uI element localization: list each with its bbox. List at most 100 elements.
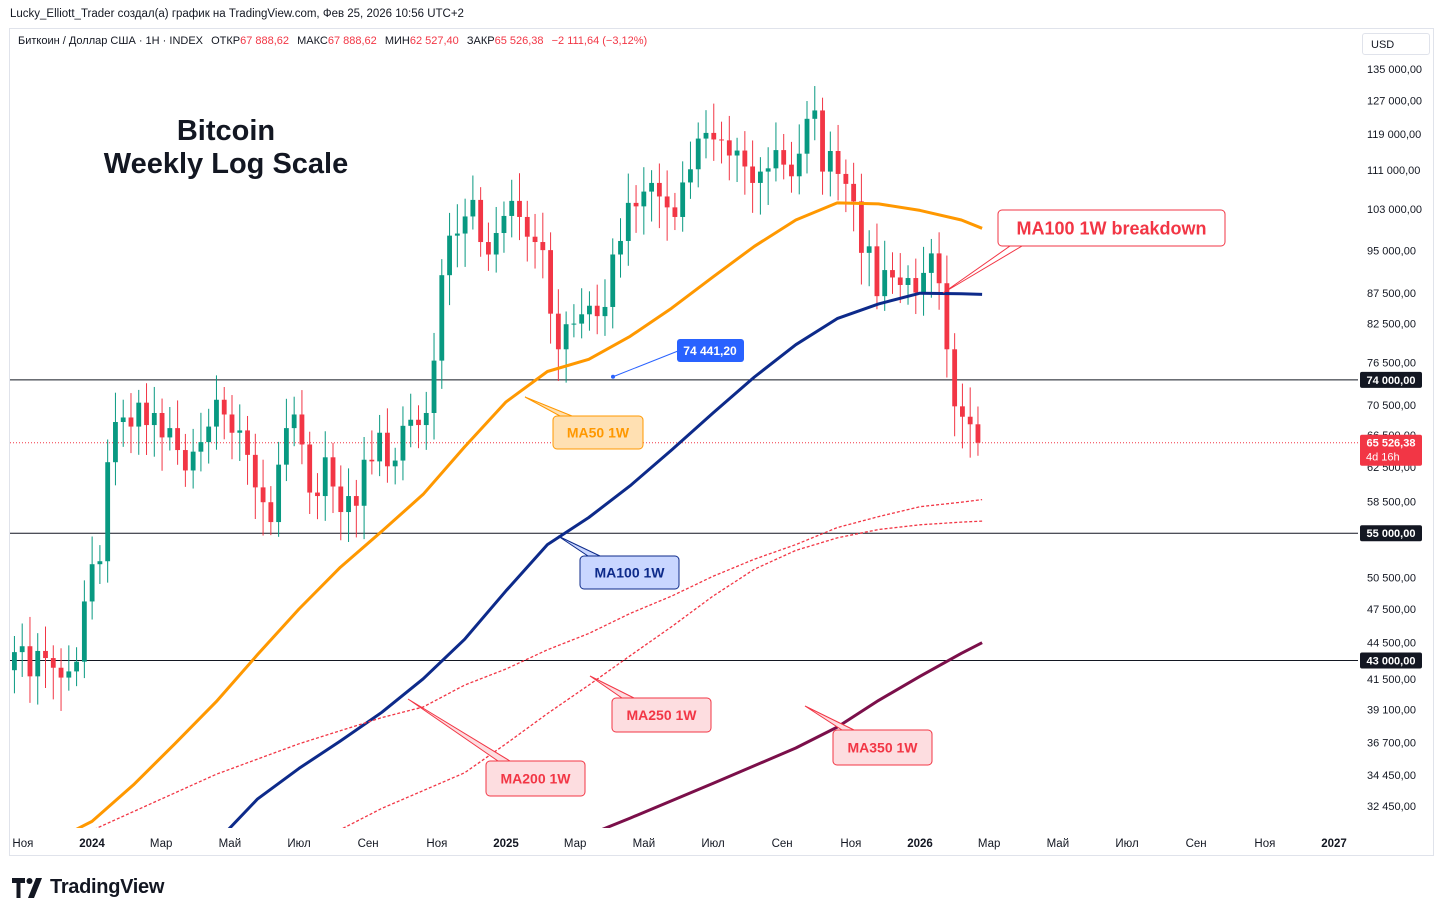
candle-body bbox=[734, 150, 740, 156]
candle-body bbox=[827, 150, 833, 172]
candle-body bbox=[656, 182, 662, 197]
low-value: 62 527,40 bbox=[409, 35, 459, 47]
annotation-text: MA350 1W bbox=[847, 740, 918, 756]
price-callout-text: 74 441,20 bbox=[683, 344, 737, 358]
candle bbox=[734, 137, 740, 183]
change-value: −2 111,64 (−3,12%) bbox=[551, 35, 648, 47]
candle-body bbox=[66, 671, 72, 678]
annotation-pointer bbox=[524, 396, 573, 417]
plot-area bbox=[4, 86, 1358, 828]
candle bbox=[742, 131, 748, 195]
time-tick-label: Мар bbox=[978, 838, 1001, 850]
close-label: ЗАКР bbox=[466, 35, 495, 47]
candle bbox=[555, 289, 561, 381]
candle bbox=[384, 408, 390, 483]
candle bbox=[128, 393, 134, 454]
candle-body bbox=[27, 646, 33, 677]
candle bbox=[338, 465, 344, 541]
current-price-countdown: 4d 16h bbox=[1366, 452, 1400, 464]
candle bbox=[315, 473, 320, 520]
candle-body bbox=[392, 460, 398, 467]
candle bbox=[431, 332, 437, 440]
annotation-ma200-1w: MA200 1W bbox=[407, 698, 586, 797]
candle bbox=[524, 200, 530, 262]
candle-body bbox=[711, 132, 717, 140]
annotation-ma350-1w: MA350 1W bbox=[804, 705, 933, 766]
price-tick-label: 103 000,00 bbox=[1367, 204, 1422, 216]
candle-body bbox=[81, 601, 87, 662]
level-price-tag-text: 43 000,00 bbox=[1367, 655, 1416, 667]
price-tick-label: 41 500,00 bbox=[1367, 674, 1416, 686]
time-tick-label: Ноя bbox=[12, 838, 33, 850]
candle-body bbox=[493, 233, 499, 255]
candle bbox=[789, 141, 794, 193]
candle-body bbox=[268, 502, 274, 523]
candle-body bbox=[97, 561, 103, 565]
candle bbox=[353, 479, 359, 538]
candle-body bbox=[757, 171, 763, 183]
candle-body bbox=[50, 658, 56, 668]
candle-body bbox=[789, 164, 794, 177]
candle bbox=[796, 124, 802, 195]
candle-body bbox=[423, 412, 429, 426]
candle-body bbox=[905, 278, 911, 285]
candle bbox=[936, 232, 942, 310]
candle-body bbox=[58, 667, 64, 678]
candle-body bbox=[190, 451, 196, 471]
annotation-text: MA50 1W bbox=[567, 425, 630, 441]
candle-body bbox=[105, 462, 111, 562]
candle bbox=[610, 238, 616, 329]
candle-body bbox=[4, 670, 9, 735]
tradingview-logo[interactable]: TradingView bbox=[12, 876, 164, 899]
candle-body bbox=[952, 349, 958, 407]
candle-body bbox=[361, 459, 367, 506]
price-tick-label: 87 500,00 bbox=[1367, 288, 1416, 300]
candle-body bbox=[874, 246, 880, 297]
candle-body bbox=[796, 153, 802, 177]
ma-line-ma50 bbox=[75, 201, 983, 828]
candle bbox=[812, 86, 818, 141]
candle-body bbox=[695, 138, 701, 170]
candle-body bbox=[509, 200, 515, 216]
candle-body bbox=[579, 314, 585, 324]
currency-selector[interactable]: USD bbox=[1362, 33, 1430, 55]
candle bbox=[462, 198, 468, 267]
annotation-pointer bbox=[942, 245, 1024, 294]
time-tick-label: Ноя bbox=[1254, 838, 1275, 850]
candle bbox=[952, 333, 958, 437]
price-tick-label: 111 000,00 bbox=[1367, 165, 1420, 177]
candle-body bbox=[672, 207, 678, 217]
candle-body bbox=[649, 182, 655, 192]
candle-body bbox=[501, 215, 507, 234]
annotation-ma100-1w-breakdown: MA100 1W breakdown bbox=[942, 209, 1226, 294]
candle-body bbox=[882, 270, 888, 297]
candle-body bbox=[151, 412, 157, 426]
candle bbox=[221, 386, 227, 440]
candle-body bbox=[548, 250, 553, 314]
candle bbox=[19, 623, 25, 677]
candle-body bbox=[346, 496, 351, 513]
candle bbox=[602, 279, 608, 336]
candle bbox=[330, 442, 336, 514]
low-label: МИН bbox=[384, 35, 410, 47]
price-axis: 135 000,00 127 000,00 119 000,00 111 000,00… bbox=[1360, 64, 1422, 813]
symbol-name[interactable]: Биткоин / Доллар США · 1Н · INDEX bbox=[18, 35, 204, 47]
candle bbox=[680, 161, 686, 232]
price-tick-label: 58 500,00 bbox=[1367, 496, 1416, 508]
candle-body bbox=[858, 201, 864, 253]
candle bbox=[548, 232, 553, 344]
candle bbox=[501, 201, 507, 253]
time-tick-label: Мар bbox=[150, 838, 173, 850]
candle-body bbox=[462, 216, 468, 234]
annotation-box bbox=[997, 209, 1226, 247]
candle-body bbox=[384, 432, 390, 467]
ma-line-ma250 bbox=[342, 520, 983, 828]
candle bbox=[198, 412, 204, 472]
price-tick-label: 50 500,00 bbox=[1367, 572, 1416, 584]
candle-body bbox=[532, 236, 538, 243]
candle bbox=[688, 141, 693, 199]
candle-body bbox=[113, 422, 118, 463]
price-tick-label: 135 000,00 bbox=[1367, 64, 1422, 76]
candle bbox=[960, 383, 965, 449]
